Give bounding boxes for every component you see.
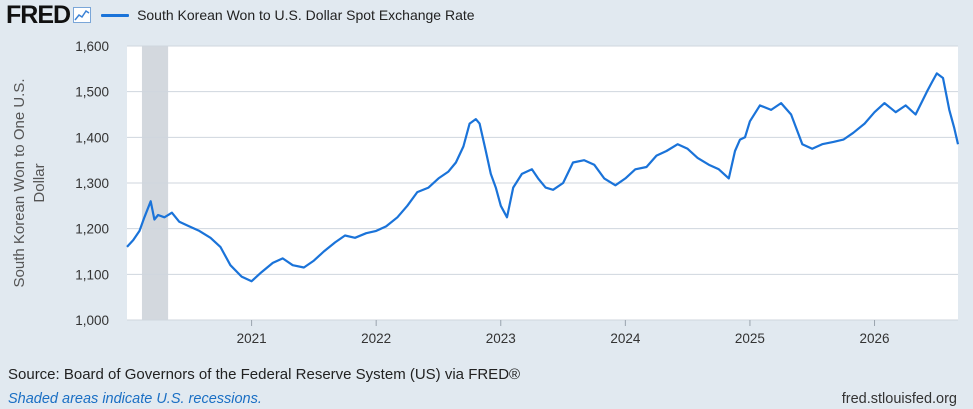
grid-lines [127, 45, 958, 321]
x-tick-label: 2026 [860, 331, 890, 346]
legend-label: South Korean Won to U.S. Dollar Spot Exc… [137, 7, 475, 23]
chart-header: FRED South Korean Won to U.S. Dollar Spo… [6, 2, 475, 28]
fred-logo[interactable]: FRED [6, 1, 71, 29]
recession-note-link[interactable]: Shaded areas indicate U.S. recessions. [8, 391, 262, 407]
series-line [126, 72, 960, 283]
x-axis-ticks: 2021 2022 2023 2024 2025 2026 [237, 320, 890, 346]
x-tick-label: 2022 [361, 331, 391, 346]
line-graph-icon [73, 7, 92, 23]
y-tick-label: 1,400 [75, 130, 109, 145]
legend-line-swatch [101, 13, 130, 17]
x-tick-label: 2024 [610, 331, 641, 346]
y-tick-label: 1,100 [75, 267, 109, 282]
y-tick-label: 1,000 [75, 313, 109, 328]
x-tick-label: 2021 [237, 331, 267, 346]
x-tick-label: 2025 [735, 331, 765, 346]
y-tick-label: 1,500 [75, 85, 109, 100]
fred-site-link[interactable]: fred.stlouisfed.org [841, 391, 957, 407]
y-tick-label: 1,300 [75, 176, 109, 191]
source-note: Source: Board of Governors of the Federa… [8, 366, 521, 383]
y-tick-label: 1,600 [75, 39, 109, 54]
y-axis-label: South Korean Won to One U.S. Dollar [11, 78, 48, 287]
x-tick-label: 2023 [486, 331, 516, 346]
y-tick-label: 1,200 [75, 222, 109, 237]
y-axis-ticks: 1,000 1,100 1,200 1,300 1,400 1,500 1,600 [75, 39, 109, 328]
